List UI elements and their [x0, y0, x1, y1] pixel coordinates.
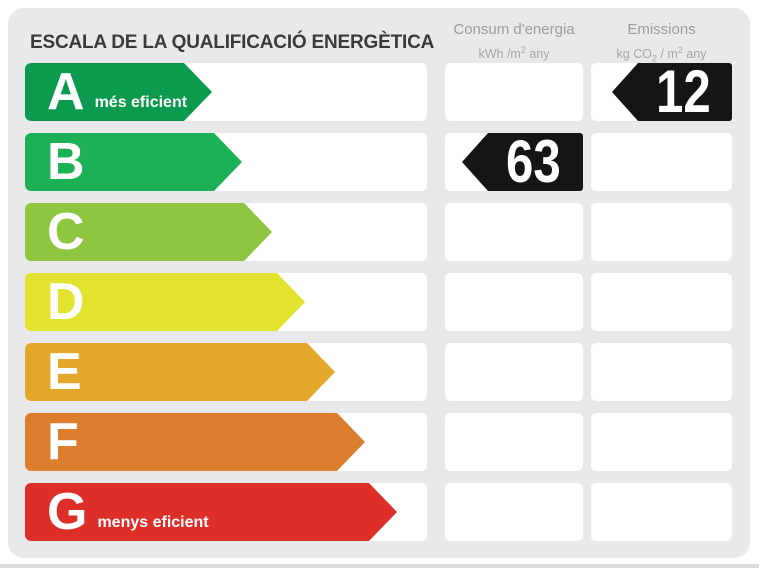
emissions-unit-mid: / m: [656, 47, 678, 62]
cell-consum: [445, 273, 583, 331]
cell-emissions: [591, 203, 732, 261]
scale-row-B: 63 B: [8, 133, 750, 191]
cell-emissions: 12: [591, 63, 732, 121]
scale-row-G: G menys eficient: [8, 483, 750, 541]
band-arrow-B: B: [25, 133, 242, 191]
cell-consum: [445, 483, 583, 541]
band-arrow-A: A més eficient: [25, 63, 212, 121]
emissions-unit-post: any: [682, 47, 707, 62]
cell-consum: [445, 343, 583, 401]
bottom-divider: [0, 564, 759, 568]
emissions-unit-sup: 2: [677, 45, 683, 55]
column-header-emissions: Emissions kg CO2 / m2 any: [591, 21, 732, 67]
consum-value: 63: [506, 128, 561, 195]
scale-rows: 12 A més eficient 63 B C D: [8, 63, 750, 553]
band-note: menys eficient: [97, 514, 209, 531]
band-arrow-D: D: [25, 273, 305, 331]
emissions-value-arrow: 12: [612, 63, 732, 121]
band-arrow-E: E: [25, 343, 335, 401]
band-letter: G: [47, 483, 88, 541]
band-arrow-C: C: [25, 203, 272, 261]
cell-consum: [445, 63, 583, 121]
cell-emissions: [591, 413, 732, 471]
emissions-unit: kg CO2 / m2 any: [591, 43, 732, 67]
band-letter: C: [47, 203, 85, 261]
band-arrow-F: F: [25, 413, 365, 471]
band-letter: A: [47, 63, 85, 121]
cell-emissions: [591, 133, 732, 191]
cell-emissions: [591, 273, 732, 331]
band-letter: D: [47, 273, 85, 331]
consum-unit: kWh /m2 any: [445, 43, 583, 62]
scale-row-D: D: [8, 273, 750, 331]
page-title: ESCALA DE LA QUALIFICACIÓ ENERGÈTICA: [30, 32, 435, 53]
column-header-consum: Consum d'energia kWh /m2 any: [445, 21, 583, 62]
consum-unit-sup: 2: [520, 45, 526, 55]
consum-unit-pre: kWh /m: [478, 47, 521, 62]
band-letter: F: [47, 413, 79, 471]
emissions-unit-pre: kg CO: [616, 47, 652, 62]
band-letter: B: [47, 133, 85, 191]
scale-row-C: C: [8, 203, 750, 261]
consum-unit-post: any: [525, 47, 550, 62]
consum-label: Consum d'energia: [453, 21, 575, 38]
energy-scale-panel: ESCALA DE LA QUALIFICACIÓ ENERGÈTICA Con…: [8, 8, 750, 558]
scale-row-E: E: [8, 343, 750, 401]
scale-row-A: 12 A més eficient: [8, 63, 750, 121]
cell-consum: 63: [445, 133, 583, 191]
cell-consum: [445, 413, 583, 471]
emissions-unit-sub: 2: [651, 53, 657, 64]
band-note: més eficient: [94, 94, 188, 111]
cell-emissions: [591, 343, 732, 401]
emissions-value: 12: [655, 58, 711, 125]
consum-value-arrow: 63: [462, 133, 583, 191]
scale-row-F: F: [8, 413, 750, 471]
emissions-label: Emissions: [627, 21, 696, 38]
cell-consum: [445, 203, 583, 261]
cell-emissions: [591, 483, 732, 541]
band-letter: E: [47, 343, 82, 401]
band-arrow-G: G menys eficient: [25, 483, 397, 541]
